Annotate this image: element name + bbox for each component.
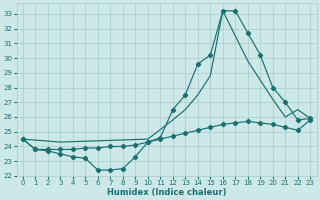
X-axis label: Humidex (Indice chaleur): Humidex (Indice chaleur) <box>107 188 226 197</box>
